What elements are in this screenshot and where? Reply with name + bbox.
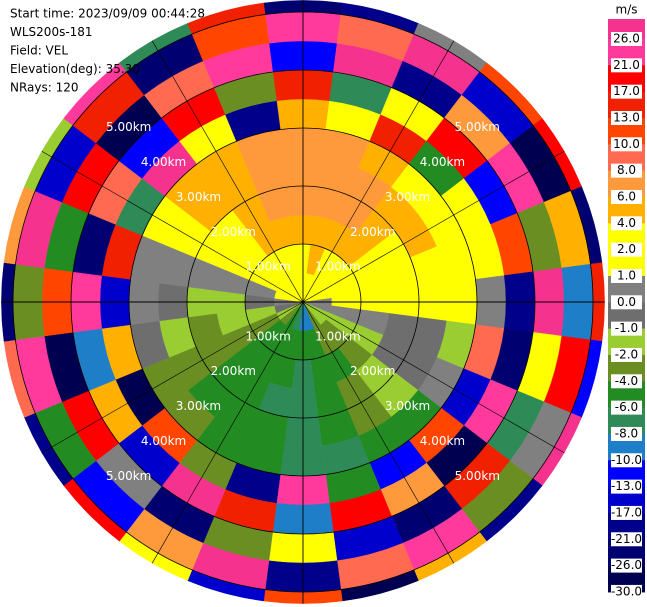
range-label: 3.00km bbox=[176, 190, 221, 204]
colorbar-tick-box bbox=[611, 163, 642, 178]
colorbar-tick-box bbox=[611, 268, 642, 283]
colorbar-title: m/s bbox=[616, 3, 638, 17]
colorbar-tick-box bbox=[611, 216, 642, 231]
spoke bbox=[151, 40, 304, 303]
range-label: 2.00km bbox=[350, 225, 395, 239]
range-label: 4.00km bbox=[420, 434, 465, 448]
colorbar-tick-box bbox=[611, 58, 642, 73]
colorbar-tick-label: -30.0 bbox=[611, 584, 642, 598]
range-label: 5.00km bbox=[455, 120, 500, 134]
colorbar-tick-label: 13.0 bbox=[613, 110, 640, 124]
colorbar-tick-box bbox=[611, 558, 642, 573]
header: Start time: 2023/09/09 00:44:28 WLS200s-1… bbox=[10, 7, 205, 95]
colorbar-tick-box bbox=[611, 426, 642, 441]
colorbar-tick-box bbox=[611, 321, 642, 336]
range-label: 4.00km bbox=[420, 155, 465, 169]
range-label: 3.00km bbox=[385, 190, 430, 204]
colorbar-tick-label: -21.0 bbox=[611, 532, 642, 546]
colorbar-tick-box bbox=[611, 453, 642, 468]
spoke bbox=[302, 301, 455, 564]
colorbar-tick-box bbox=[611, 347, 642, 362]
range-label: 3.00km bbox=[176, 399, 221, 413]
colorbar-tick-box bbox=[611, 479, 642, 494]
range-ring bbox=[186, 185, 420, 419]
colorbar-tick-label: -8.0 bbox=[615, 426, 638, 440]
header-line: Field: VEL bbox=[10, 44, 68, 58]
colorbar-tick-label: 0.0 bbox=[617, 295, 636, 309]
header-line: NRays: 120 bbox=[10, 81, 79, 95]
range-label: 1.00km bbox=[315, 260, 360, 274]
colorbar-tick-label: -17.0 bbox=[611, 505, 642, 519]
colorbar-tick-box bbox=[611, 505, 642, 520]
colorbar-tick-box bbox=[611, 584, 642, 599]
colorbar-tick-box bbox=[611, 242, 642, 257]
spoke bbox=[302, 150, 565, 303]
colorbar-tick-box bbox=[611, 189, 642, 204]
colorbar-tick-label: 21.0 bbox=[613, 58, 640, 72]
colorbar-tick-label: 1.0 bbox=[617, 268, 636, 282]
colorbar-tick-label: 8.0 bbox=[617, 163, 636, 177]
colorbar-tick-label: -13.0 bbox=[611, 479, 642, 493]
header-line: Elevation(deg): 35.30 bbox=[10, 62, 140, 76]
spoke bbox=[41, 301, 304, 454]
colorbar-tick-box bbox=[611, 374, 642, 389]
range-label: 4.00km bbox=[141, 434, 186, 448]
colorbar-tick-label: 26.0 bbox=[613, 32, 640, 46]
range-label: 5.00km bbox=[106, 120, 151, 134]
colorbar-tick-box bbox=[611, 295, 642, 310]
colorbar-tick-label: -4.0 bbox=[615, 374, 638, 388]
spoke bbox=[302, 40, 455, 303]
range-label: 1.00km bbox=[315, 329, 360, 343]
range-label: 5.00km bbox=[455, 469, 500, 483]
range-ring bbox=[244, 243, 362, 361]
colorbar-tick-box bbox=[611, 400, 642, 415]
colorbar-tick-box bbox=[611, 110, 642, 125]
colorbar-tick-label: -1.0 bbox=[615, 321, 638, 335]
range-label: 1.00km bbox=[245, 329, 290, 343]
range-label: 4.00km bbox=[141, 155, 186, 169]
colorbar-tick-label: -26.0 bbox=[611, 558, 642, 572]
colorbar-tick-label: -10.0 bbox=[611, 453, 642, 467]
range-label: 1.00km bbox=[245, 260, 290, 274]
overlay: 1.00km 1.00km 1.00km 1.00km 2.00km 2.00km 2.00… bbox=[1, 0, 605, 604]
colorbar-tick-box bbox=[611, 84, 642, 99]
colorbar-tick-label: 2.0 bbox=[617, 242, 636, 256]
range-ring bbox=[12, 11, 594, 593]
colorbar-tick-label: -6.0 bbox=[615, 400, 638, 414]
spoke bbox=[41, 150, 304, 303]
header-line: WLS200s-181 bbox=[10, 25, 93, 39]
range-ring bbox=[70, 69, 536, 535]
colorbar-tick-label: 10.0 bbox=[613, 137, 640, 151]
range-label: 5.00km bbox=[106, 469, 151, 483]
colorbar-tick-label: 4.0 bbox=[617, 216, 636, 230]
header-line: Start time: 2023/09/09 00:44:28 bbox=[10, 7, 205, 21]
colorbar-tick-label: 6.0 bbox=[617, 189, 636, 203]
range-label: 2.00km bbox=[211, 364, 256, 378]
range-label: 3.00km bbox=[385, 399, 430, 413]
colorbar-tick-box bbox=[611, 137, 642, 152]
colorbar-tick-label: 17.0 bbox=[613, 84, 640, 98]
colorbar-tick-label: -2.0 bbox=[615, 347, 638, 361]
spoke bbox=[151, 301, 304, 564]
colorbar: m/s 26.0 21.0 17.0 13.0 10.0 8.0 6.0 4.0 2.0 1.0 0.… bbox=[608, 3, 645, 599]
range-label: 2.00km bbox=[211, 225, 256, 239]
range-label: 2.00km bbox=[350, 364, 395, 378]
range-ring bbox=[128, 127, 478, 477]
colorbar-tick-box bbox=[611, 32, 642, 46]
spoke bbox=[302, 301, 565, 454]
colorbar-tick-box bbox=[611, 532, 642, 547]
